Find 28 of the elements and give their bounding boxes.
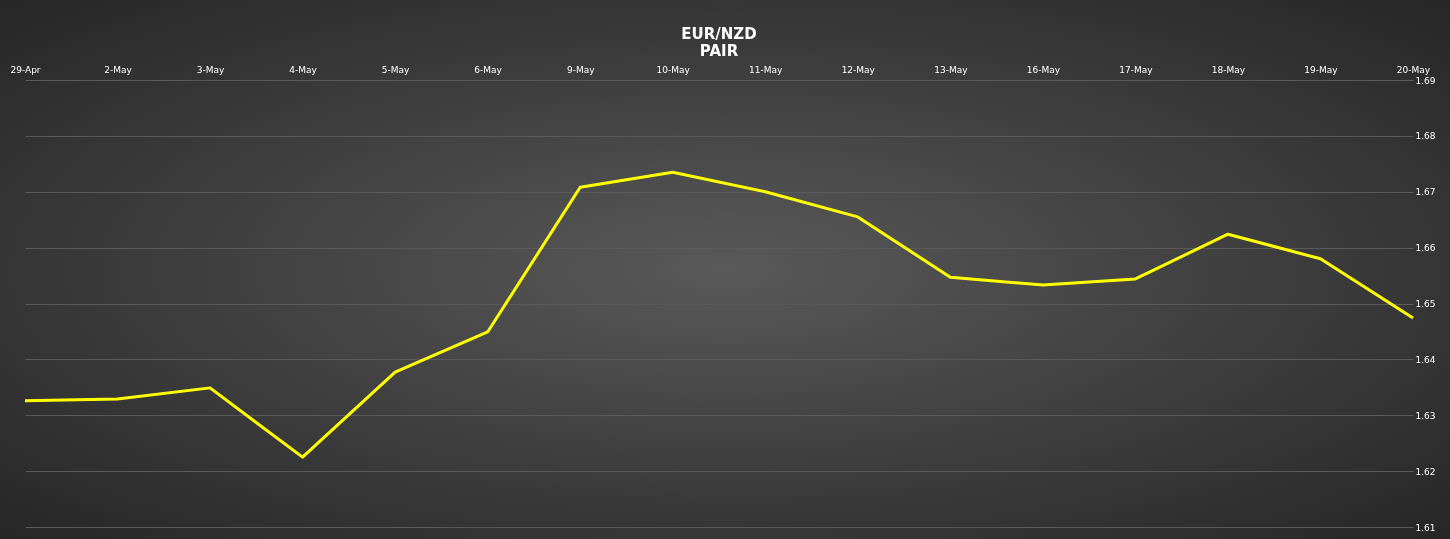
chart-subtitle: PAIR — [699, 42, 739, 60]
x-tick-label: 11-May — [749, 64, 784, 75]
y-tick-label: 1.65 — [1415, 299, 1436, 309]
y-tick-label: 1.61 — [1415, 522, 1436, 533]
x-tick-label: 10-May — [656, 64, 691, 75]
x-tick-label: 4-May — [289, 64, 318, 75]
x-tick-label: 19-May — [1304, 64, 1339, 75]
chart-title: EUR/NZD — [681, 25, 757, 43]
x-tick-label: 9-May — [566, 64, 596, 75]
x-tick-label: 2-May — [104, 64, 133, 75]
line-series — [23, 170, 1415, 459]
x-tick-label: 16-May — [1026, 64, 1061, 75]
y-tick-label: 1.69 — [1415, 75, 1436, 86]
y-tick-label: 1.66 — [1415, 243, 1436, 254]
x-tick-label: 29-Apr — [10, 64, 41, 75]
y-tick-label: 1.63 — [1415, 410, 1436, 421]
y-tick-label: 1.67 — [1415, 187, 1436, 198]
x-tick-label: 5-May — [381, 64, 411, 75]
y-tick-label: 1.64 — [1415, 354, 1436, 365]
x-tick-label: 6-May — [474, 64, 503, 75]
x-tick-label: 17-May — [1119, 64, 1154, 75]
y-tick-label: 1.68 — [1415, 131, 1436, 142]
x-tick-label: 20-May — [1396, 64, 1431, 75]
x-tick-label: 13-May — [934, 64, 969, 75]
x-tick-label: 3-May — [196, 64, 226, 75]
x-tick-label: 12-May — [841, 64, 876, 75]
x-tick-label: 18-May — [1211, 64, 1246, 75]
y-tick-label: 1.62 — [1415, 466, 1436, 477]
